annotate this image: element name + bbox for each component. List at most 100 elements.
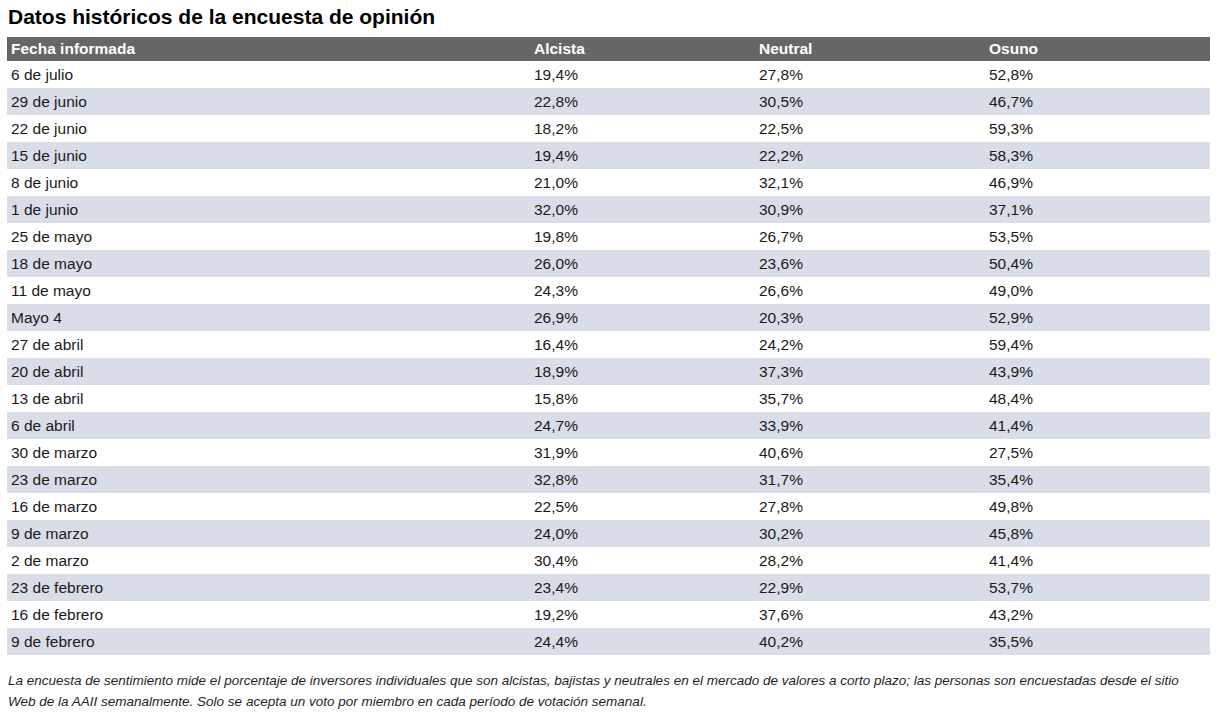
cell-neutral: 32,1%	[755, 169, 985, 196]
cell-neutral: 30,9%	[755, 196, 985, 223]
cell-fecha: 2 de marzo	[7, 547, 530, 574]
cell-fecha: 23 de febrero	[7, 574, 530, 601]
table-row: 2 de marzo30,4%28,2%41,4%	[7, 547, 1210, 574]
cell-osuno: 52,8%	[985, 61, 1210, 88]
cell-neutral: 26,7%	[755, 223, 985, 250]
cell-neutral: 30,2%	[755, 520, 985, 547]
cell-neutral: 26,6%	[755, 277, 985, 304]
cell-alcista: 19,4%	[530, 61, 755, 88]
cell-alcista: 23,4%	[530, 574, 755, 601]
column-header-fecha-informada: Fecha informada	[7, 37, 530, 61]
table-row: 18 de mayo26,0%23,6%50,4%	[7, 250, 1210, 277]
cell-neutral: 37,6%	[755, 601, 985, 628]
cell-fecha: 13 de abril	[7, 385, 530, 412]
cell-alcista: 18,2%	[530, 115, 755, 142]
table-row: 9 de marzo24,0%30,2%45,8%	[7, 520, 1210, 547]
cell-neutral: 28,2%	[755, 547, 985, 574]
cell-osuno: 35,5%	[985, 628, 1210, 655]
cell-neutral: 27,8%	[755, 493, 985, 520]
cell-alcista: 22,5%	[530, 493, 755, 520]
cell-neutral: 20,3%	[755, 304, 985, 331]
table-row: 23 de febrero23,4%22,9%53,7%	[7, 574, 1210, 601]
table-row: 20 de abril18,9%37,3%43,9%	[7, 358, 1210, 385]
cell-neutral: 37,3%	[755, 358, 985, 385]
cell-alcista: 32,8%	[530, 466, 755, 493]
cell-osuno: 59,4%	[985, 331, 1210, 358]
table-row: 27 de abril16,4%24,2%59,4%	[7, 331, 1210, 358]
cell-neutral: 24,2%	[755, 331, 985, 358]
cell-fecha: 6 de julio	[7, 61, 530, 88]
cell-neutral: 35,7%	[755, 385, 985, 412]
cell-fecha: 1 de junio	[7, 196, 530, 223]
cell-alcista: 26,0%	[530, 250, 755, 277]
cell-alcista: 18,9%	[530, 358, 755, 385]
table-row: 15 de junio19,4%22,2%58,3%	[7, 142, 1210, 169]
table-row: 9 de febrero24,4%40,2%35,5%	[7, 628, 1210, 655]
cell-fecha: 15 de junio	[7, 142, 530, 169]
cell-alcista: 21,0%	[530, 169, 755, 196]
table-row: 6 de julio19,4%27,8%52,8%	[7, 61, 1210, 88]
cell-neutral: 22,2%	[755, 142, 985, 169]
cell-fecha: 16 de marzo	[7, 493, 530, 520]
cell-alcista: 24,0%	[530, 520, 755, 547]
table-row: 22 de junio18,2%22,5%59,3%	[7, 115, 1210, 142]
cell-neutral: 22,5%	[755, 115, 985, 142]
cell-fecha: 30 de marzo	[7, 439, 530, 466]
table-body: 6 de julio19,4%27,8%52,8%29 de junio22,8…	[7, 61, 1210, 655]
page-title: Datos históricos de la encuesta de opini…	[8, 4, 1220, 30]
column-header-osuno: Osuno	[985, 37, 1210, 61]
footnote: La encuesta de sentimiento mide el porce…	[8, 670, 1208, 712]
cell-osuno: 35,4%	[985, 466, 1210, 493]
cell-fecha: 18 de mayo	[7, 250, 530, 277]
table-row: 25 de mayo19,8%26,7%53,5%	[7, 223, 1210, 250]
cell-alcista: 30,4%	[530, 547, 755, 574]
cell-alcista: 24,3%	[530, 277, 755, 304]
cell-alcista: 32,0%	[530, 196, 755, 223]
table-row: 23 de marzo32,8%31,7%35,4%	[7, 466, 1210, 493]
cell-alcista: 24,4%	[530, 628, 755, 655]
cell-alcista: 31,9%	[530, 439, 755, 466]
cell-fecha: 16 de febrero	[7, 601, 530, 628]
cell-osuno: 41,4%	[985, 412, 1210, 439]
cell-fecha: 11 de mayo	[7, 277, 530, 304]
cell-neutral: 40,2%	[755, 628, 985, 655]
cell-fecha: 20 de abril	[7, 358, 530, 385]
cell-fecha: 23 de marzo	[7, 466, 530, 493]
cell-osuno: 41,4%	[985, 547, 1210, 574]
cell-alcista: 15,8%	[530, 385, 755, 412]
cell-osuno: 50,4%	[985, 250, 1210, 277]
survey-history-table: Fecha informada Alcista Neutral Osuno 6 …	[7, 37, 1210, 655]
cell-neutral: 40,6%	[755, 439, 985, 466]
cell-fecha: 9 de febrero	[7, 628, 530, 655]
table-row: 1 de junio32,0%30,9%37,1%	[7, 196, 1210, 223]
cell-osuno: 53,5%	[985, 223, 1210, 250]
cell-osuno: 43,2%	[985, 601, 1210, 628]
cell-osuno: 49,0%	[985, 277, 1210, 304]
cell-alcista: 24,7%	[530, 412, 755, 439]
cell-osuno: 45,8%	[985, 520, 1210, 547]
cell-osuno: 37,1%	[985, 196, 1210, 223]
table-row: 16 de marzo22,5%27,8%49,8%	[7, 493, 1210, 520]
page: Datos históricos de la encuesta de opini…	[0, 4, 1220, 722]
cell-fecha: 22 de junio	[7, 115, 530, 142]
table-row: 6 de abril24,7%33,9%41,4%	[7, 412, 1210, 439]
table-row: 13 de abril15,8%35,7%48,4%	[7, 385, 1210, 412]
cell-osuno: 52,9%	[985, 304, 1210, 331]
table-row: 11 de mayo24,3%26,6%49,0%	[7, 277, 1210, 304]
cell-osuno: 43,9%	[985, 358, 1210, 385]
cell-neutral: 33,9%	[755, 412, 985, 439]
cell-neutral: 27,8%	[755, 61, 985, 88]
cell-alcista: 19,2%	[530, 601, 755, 628]
cell-fecha: 25 de mayo	[7, 223, 530, 250]
cell-neutral: 23,6%	[755, 250, 985, 277]
cell-osuno: 46,7%	[985, 88, 1210, 115]
cell-alcista: 22,8%	[530, 88, 755, 115]
cell-fecha: 29 de junio	[7, 88, 530, 115]
column-header-alcista: Alcista	[530, 37, 755, 61]
cell-alcista: 19,8%	[530, 223, 755, 250]
cell-osuno: 27,5%	[985, 439, 1210, 466]
cell-neutral: 30,5%	[755, 88, 985, 115]
cell-fecha: 27 de abril	[7, 331, 530, 358]
cell-osuno: 48,4%	[985, 385, 1210, 412]
cell-neutral: 22,9%	[755, 574, 985, 601]
